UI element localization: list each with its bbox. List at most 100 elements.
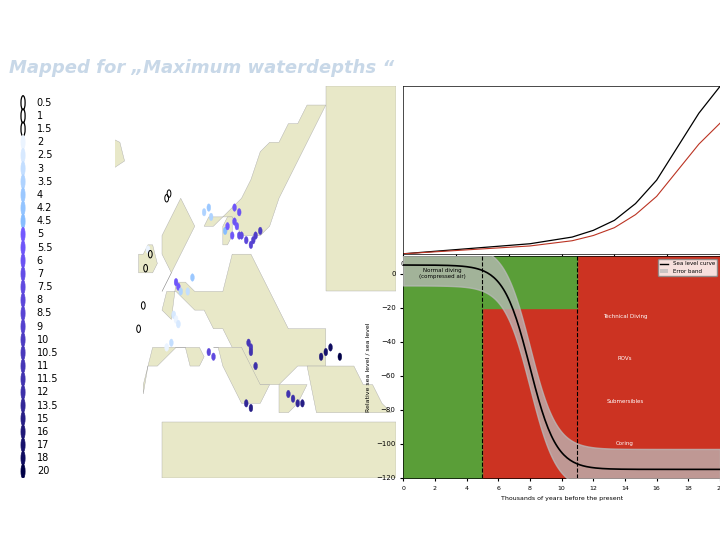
Text: 18: 18	[37, 453, 49, 463]
Polygon shape	[204, 105, 326, 235]
Text: 11: 11	[37, 361, 49, 371]
Circle shape	[21, 240, 25, 254]
Circle shape	[21, 306, 25, 320]
Polygon shape	[143, 347, 204, 394]
Circle shape	[230, 232, 234, 239]
Text: Normal diving
(compressed air): Normal diving (compressed air)	[420, 268, 466, 279]
Text: 15: 15	[37, 414, 49, 424]
Circle shape	[210, 213, 213, 221]
Circle shape	[287, 390, 290, 398]
Circle shape	[21, 333, 25, 347]
Circle shape	[300, 400, 305, 407]
Text: 17: 17	[37, 440, 49, 450]
Circle shape	[240, 232, 243, 239]
X-axis label: # datasets: # datasets	[543, 273, 580, 279]
Text: 2: 2	[37, 137, 43, 147]
Circle shape	[21, 411, 25, 426]
Text: 10: 10	[37, 335, 49, 345]
Polygon shape	[214, 347, 270, 403]
Circle shape	[319, 353, 323, 361]
Circle shape	[176, 320, 180, 328]
Circle shape	[21, 386, 25, 400]
Text: 9: 9	[37, 321, 43, 332]
Polygon shape	[162, 198, 195, 292]
Legend: Sea level curve, Error band: Sea level curve, Error band	[658, 259, 717, 276]
Circle shape	[174, 279, 178, 286]
Circle shape	[21, 148, 25, 163]
Circle shape	[324, 348, 328, 356]
Text: Submersibles: Submersibles	[606, 399, 644, 404]
Circle shape	[244, 400, 248, 407]
Text: 12: 12	[37, 387, 49, 397]
Text: 3.5: 3.5	[37, 177, 53, 187]
Circle shape	[21, 464, 25, 478]
Circle shape	[328, 343, 333, 351]
Circle shape	[249, 241, 253, 248]
Circle shape	[21, 280, 25, 294]
Text: Mapped for „Maximum waterdepths “: Mapped for „Maximum waterdepths “	[9, 59, 394, 77]
Circle shape	[172, 311, 176, 319]
Text: 6: 6	[37, 256, 43, 266]
Text: 8.5: 8.5	[37, 308, 53, 319]
Polygon shape	[307, 366, 392, 413]
Circle shape	[225, 222, 230, 230]
Circle shape	[21, 254, 25, 268]
Circle shape	[238, 208, 241, 216]
Polygon shape	[223, 217, 233, 245]
X-axis label: Thousands of years before the present: Thousands of years before the present	[500, 496, 623, 501]
Y-axis label: Relative sea level / sea level: Relative sea level / sea level	[366, 322, 371, 412]
Circle shape	[249, 404, 253, 411]
Circle shape	[21, 346, 25, 360]
Circle shape	[174, 316, 178, 323]
Circle shape	[191, 274, 194, 281]
Circle shape	[202, 208, 206, 216]
Circle shape	[186, 288, 189, 295]
Circle shape	[244, 237, 248, 244]
Circle shape	[21, 267, 25, 281]
Circle shape	[233, 204, 236, 211]
Circle shape	[146, 246, 150, 253]
Circle shape	[21, 438, 25, 452]
Polygon shape	[279, 384, 307, 413]
Circle shape	[258, 227, 262, 234]
Text: 10.5: 10.5	[37, 348, 58, 358]
Circle shape	[21, 372, 25, 386]
Circle shape	[253, 362, 258, 370]
Circle shape	[21, 451, 25, 465]
Circle shape	[21, 425, 25, 439]
Circle shape	[21, 359, 25, 373]
Circle shape	[21, 399, 25, 413]
Text: 1: 1	[37, 111, 43, 121]
Circle shape	[223, 227, 227, 234]
Circle shape	[21, 188, 25, 202]
Circle shape	[249, 348, 253, 356]
Text: 16: 16	[37, 427, 49, 437]
Circle shape	[207, 204, 211, 211]
Text: Technical Diving: Technical Diving	[603, 314, 647, 319]
Circle shape	[233, 218, 236, 225]
Circle shape	[338, 353, 342, 361]
Text: 5: 5	[37, 230, 43, 239]
Text: Römisch-Germanische Kommission: Römisch-Germanische Kommission	[225, 16, 495, 30]
Text: 20: 20	[37, 467, 49, 476]
Text: 7: 7	[37, 269, 43, 279]
Circle shape	[253, 232, 258, 239]
Circle shape	[207, 348, 211, 356]
Circle shape	[179, 288, 183, 295]
Text: DAI: DAI	[9, 13, 53, 33]
Text: 4.2: 4.2	[37, 203, 53, 213]
Circle shape	[212, 353, 215, 361]
Circle shape	[238, 232, 241, 239]
Polygon shape	[162, 422, 396, 478]
Circle shape	[21, 161, 25, 176]
Text: 8: 8	[37, 295, 43, 305]
Circle shape	[291, 395, 295, 402]
Text: Coring: Coring	[616, 441, 634, 447]
Polygon shape	[326, 86, 396, 292]
Circle shape	[21, 201, 25, 215]
Circle shape	[165, 343, 168, 351]
Circle shape	[235, 222, 239, 230]
Polygon shape	[73, 133, 125, 170]
Text: 4: 4	[37, 190, 43, 200]
Circle shape	[21, 214, 25, 228]
